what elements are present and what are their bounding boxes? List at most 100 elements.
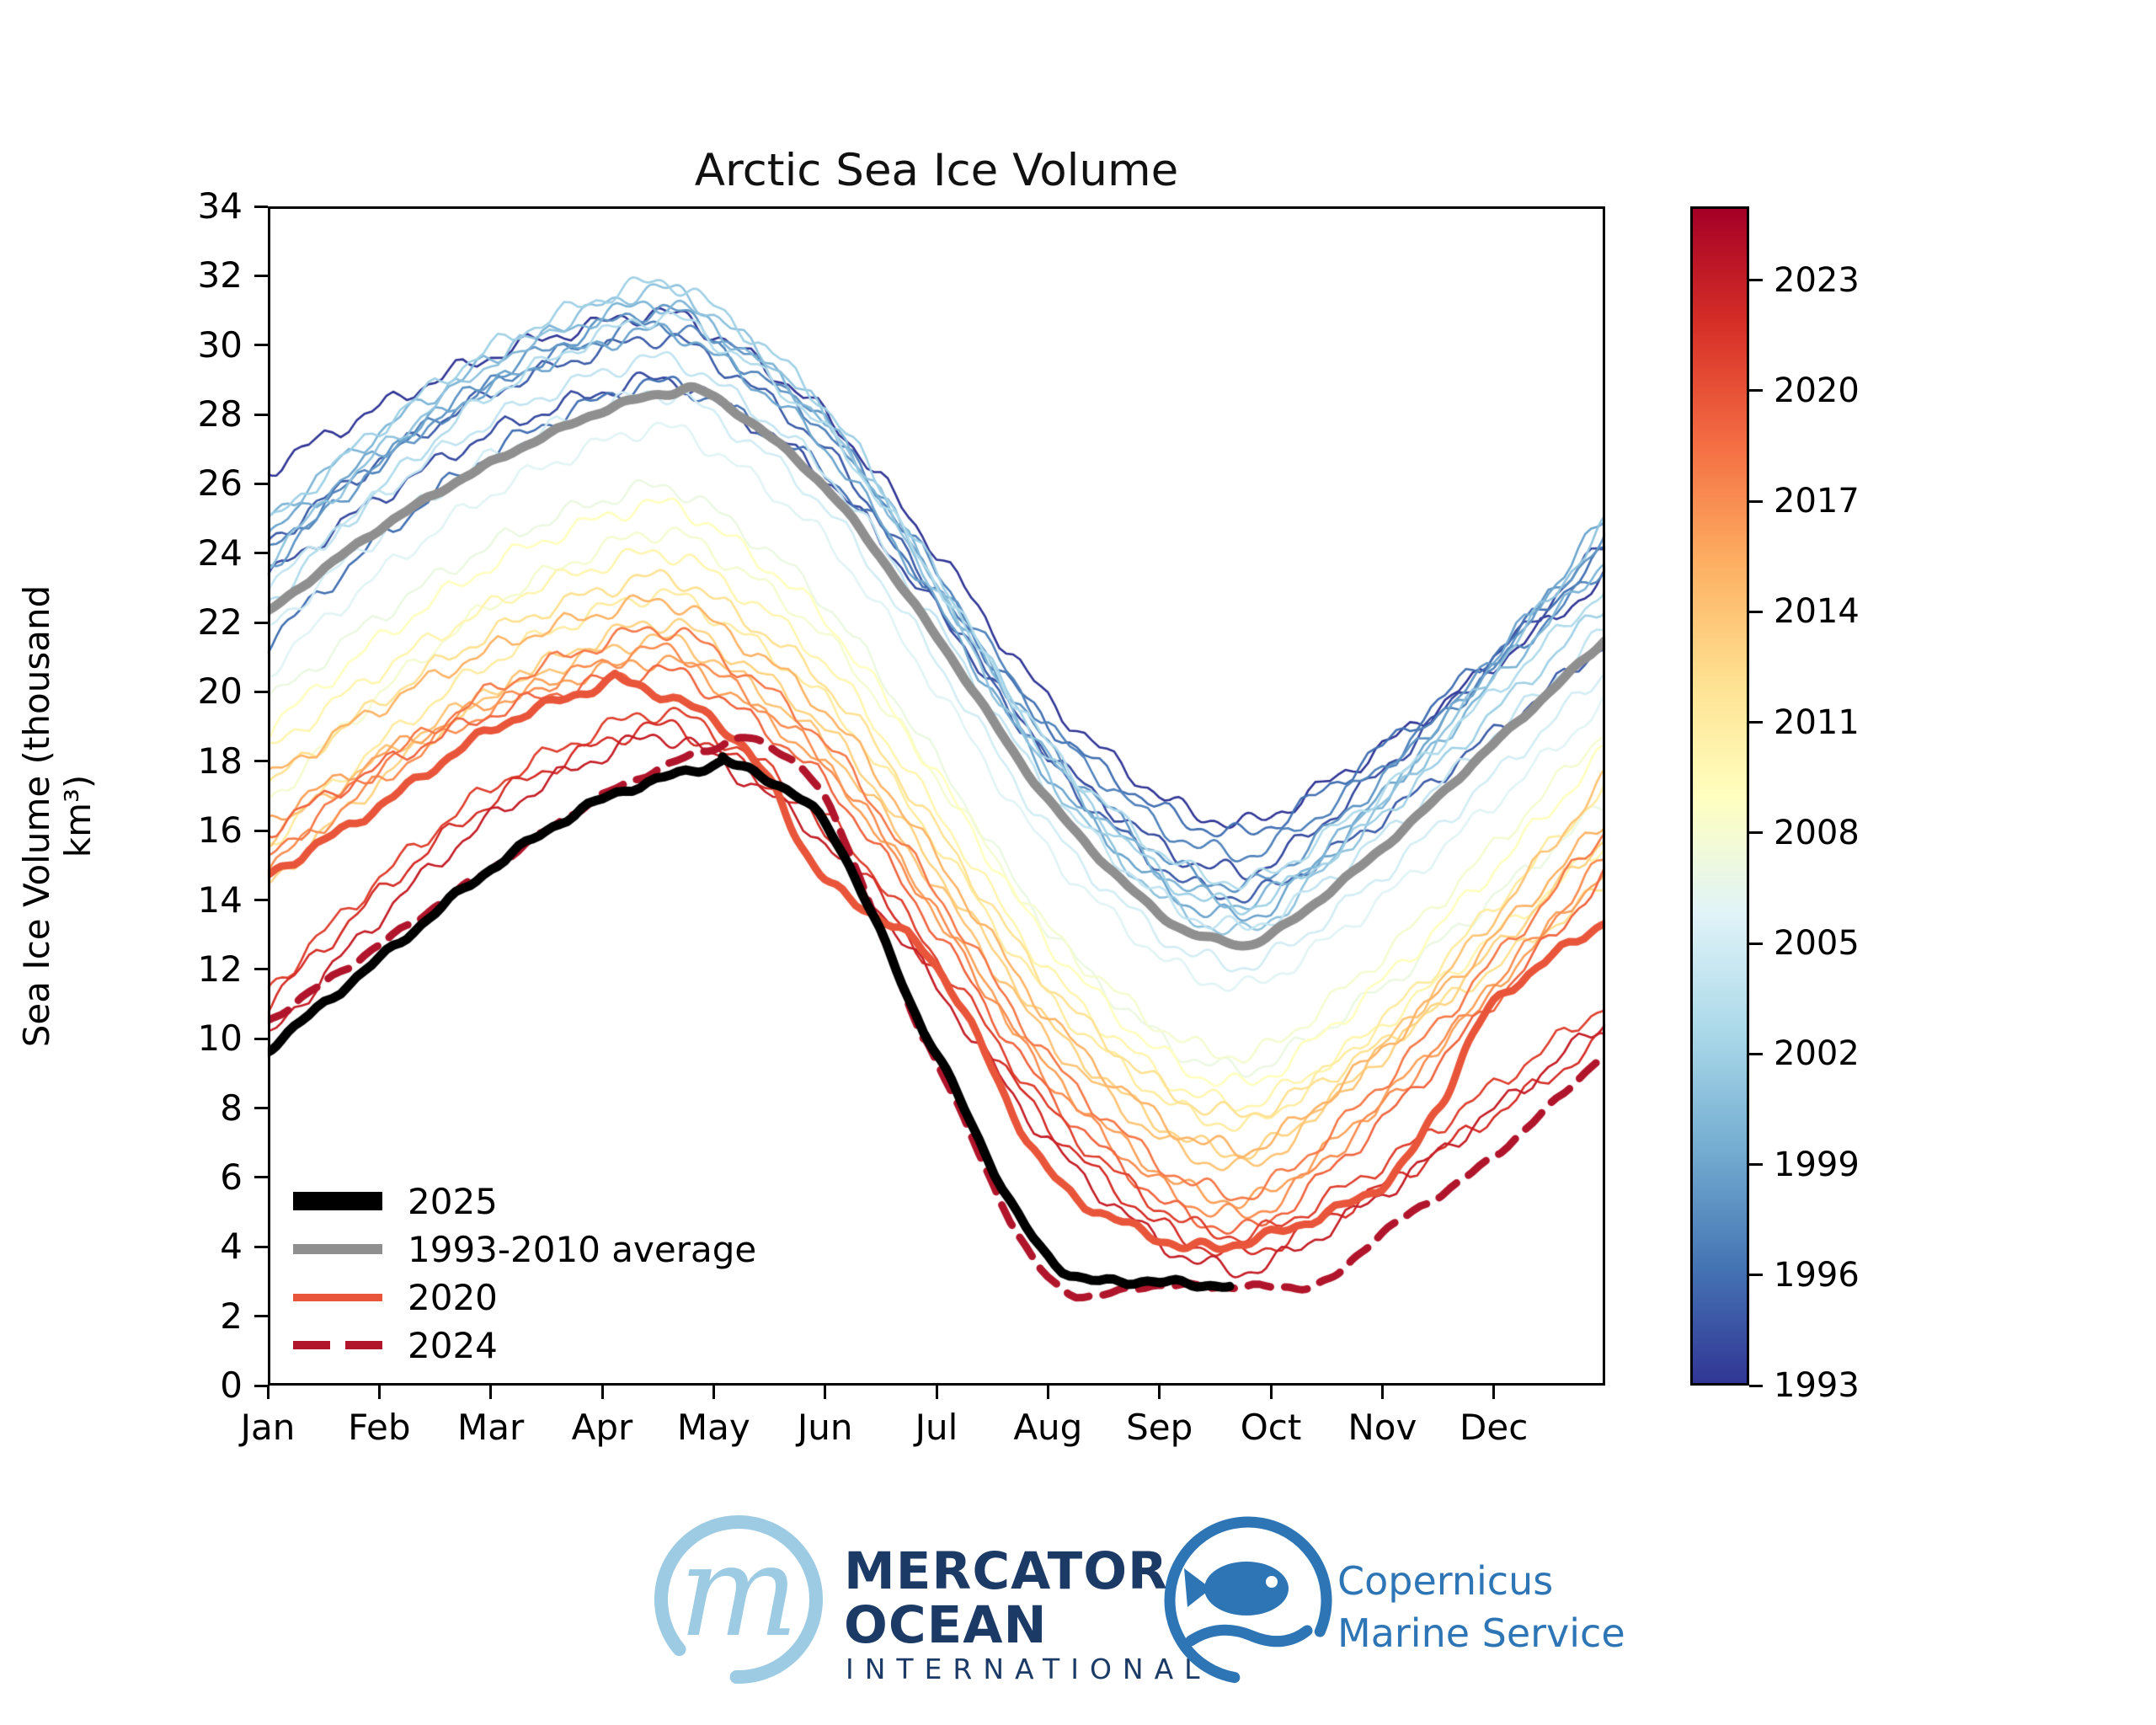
colorbar-tick-mark	[1749, 831, 1763, 835]
colorbar-tick-mark	[1749, 1052, 1763, 1055]
x-tick-mark	[1492, 1386, 1496, 1399]
x-tick-mark	[824, 1386, 827, 1399]
y-tick-label: 32	[197, 254, 243, 296]
x-tick-label: Jan	[240, 1407, 296, 1448]
colorbar-tick-label: 1993	[1774, 1366, 1860, 1405]
x-tick-label: Mar	[457, 1407, 525, 1448]
fish-icon	[1184, 1562, 1289, 1616]
colorbar-tick-label: 2023	[1774, 260, 1860, 300]
copernicus-logo-icon	[1164, 1516, 1332, 1685]
y-tick-mark	[254, 1176, 268, 1179]
x-tick-mark	[600, 1386, 604, 1399]
colorbar	[1690, 206, 1749, 1386]
mercator-ocean-logo-icon: m	[654, 1515, 823, 1684]
x-tick-mark	[489, 1386, 493, 1399]
y-tick-mark	[254, 1107, 268, 1110]
y-tick-mark	[254, 552, 268, 555]
y-tick-label: 8	[220, 1087, 243, 1129]
x-tick-label: May	[676, 1407, 750, 1448]
colorbar-tick-label: 1996	[1774, 1255, 1860, 1295]
y-tick-label: 30	[197, 323, 243, 366]
x-tick-label: Nov	[1348, 1407, 1417, 1448]
legend-label: 2025	[408, 1180, 498, 1222]
colorbar-tick-mark	[1749, 389, 1763, 393]
legend-label: 2024	[408, 1324, 498, 1366]
y-tick-label: 4	[220, 1226, 243, 1268]
x-tick-mark	[1380, 1386, 1384, 1399]
y-tick-mark	[254, 1315, 268, 1318]
legend-item: 2020	[293, 1276, 498, 1318]
mercator-wordmark: MERCATOR OCEAN	[844, 1545, 1168, 1653]
wave-icon	[1185, 1624, 1313, 1648]
y-tick-label: 14	[197, 879, 243, 921]
y-tick-mark	[254, 760, 268, 763]
colorbar-tick-label: 2020	[1774, 371, 1860, 410]
x-tick-mark	[1046, 1386, 1049, 1399]
y-tick-label: 28	[197, 393, 243, 435]
x-tick-label: Sep	[1126, 1407, 1193, 1448]
y-tick-mark	[254, 344, 268, 347]
legend-swatch	[293, 1244, 382, 1254]
y-tick-mark	[254, 1037, 268, 1040]
y-tick-label: 2	[220, 1295, 243, 1337]
x-tick-label: Jul	[915, 1407, 958, 1448]
y-tick-mark	[254, 690, 268, 693]
y-tick-label: 24	[197, 531, 243, 574]
mercator-line2: OCEAN	[844, 1595, 1048, 1655]
mercator-international: INTERNATIONAL	[846, 1653, 1211, 1685]
y-tick-label: 34	[197, 185, 243, 227]
x-tick-mark	[935, 1386, 938, 1399]
y-tick-mark	[254, 274, 268, 277]
legend-label: 2020	[408, 1276, 498, 1318]
legend-item: 2025	[293, 1180, 498, 1222]
y-tick-mark	[254, 829, 268, 832]
y-tick-mark	[254, 1245, 268, 1248]
colorbar-tick-mark	[1749, 1384, 1763, 1387]
y-tick-mark	[254, 968, 268, 971]
legend-swatch	[345, 1341, 382, 1349]
y-tick-mark	[254, 621, 268, 624]
y-tick-label: 20	[197, 670, 243, 713]
copernicus-line2: Marine Service	[1337, 1610, 1625, 1656]
x-tick-label: Oct	[1240, 1407, 1302, 1448]
colorbar-tick-mark	[1749, 499, 1763, 503]
y-tick-mark	[254, 1384, 268, 1387]
y-tick-mark	[254, 413, 268, 416]
colorbar-tick-label: 1999	[1774, 1145, 1860, 1184]
y-tick-mark	[254, 482, 268, 485]
y-tick-label: 16	[197, 809, 243, 852]
x-tick-mark	[712, 1386, 715, 1399]
colorbar-tick-label: 2002	[1774, 1034, 1860, 1074]
copernicus-wordmark: Copernicus Marine Service	[1337, 1555, 1625, 1659]
colorbar-tick-mark	[1749, 942, 1763, 945]
y-tick-label: 6	[220, 1156, 243, 1198]
legend-label: 1993-2010 average	[408, 1228, 757, 1270]
colorbar-tick-mark	[1749, 721, 1763, 724]
colorbar-tick-label: 2005	[1774, 924, 1860, 963]
mercator-line1: MERCATOR	[844, 1541, 1169, 1601]
y-tick-label: 26	[197, 462, 243, 505]
y-tick-label: 10	[197, 1017, 243, 1060]
x-tick-mark	[377, 1386, 381, 1399]
colorbar-tick-mark	[1749, 279, 1763, 281]
y-tick-label: 22	[197, 601, 243, 644]
y-tick-mark	[254, 205, 268, 208]
colorbar-tick-label: 2017	[1774, 482, 1860, 521]
mercator-m-monogram: m	[679, 1519, 798, 1665]
x-tick-label: Feb	[348, 1407, 411, 1448]
legend-swatch	[293, 1192, 382, 1210]
copernicus-line1: Copernicus	[1337, 1558, 1554, 1604]
y-tick-label: 18	[197, 740, 243, 782]
y-tick-label: 12	[197, 948, 243, 990]
colorbar-tick-label: 2014	[1774, 592, 1860, 632]
y-tick-label: 0	[220, 1365, 243, 1406]
colorbar-tick-mark	[1749, 610, 1763, 613]
colorbar-tick-label: 2011	[1774, 702, 1860, 742]
legend-swatch	[293, 1341, 330, 1349]
x-tick-label: Dec	[1460, 1407, 1529, 1448]
legend-swatch	[293, 1293, 382, 1301]
x-tick-mark	[266, 1386, 270, 1399]
x-tick-label: Apr	[571, 1407, 633, 1448]
